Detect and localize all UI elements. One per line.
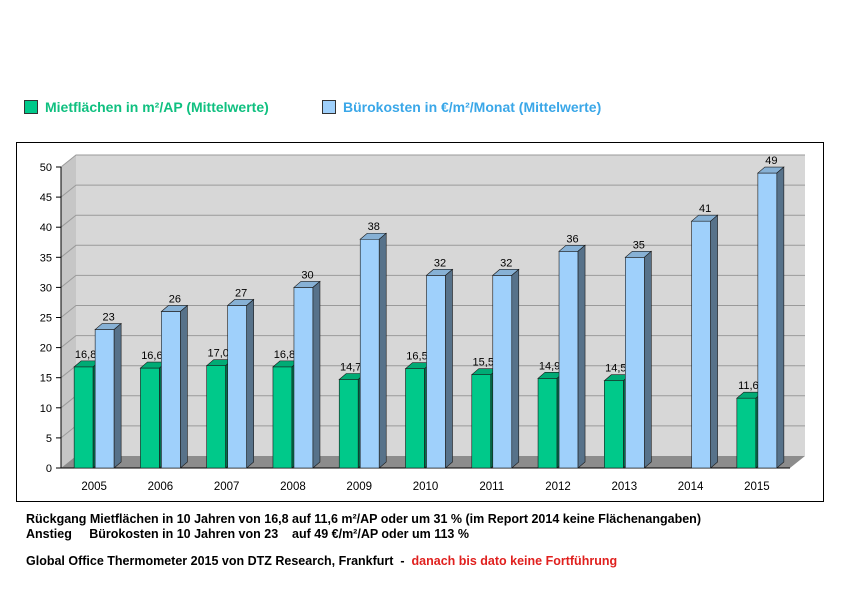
data-label-mietflaechen: 16,5: [406, 351, 427, 363]
data-label-mietflaechen: 15,5: [473, 357, 494, 369]
bar-mietflaechen: [405, 368, 425, 469]
source-note-red: danach bis dato keine Fortführung: [411, 554, 618, 568]
y-tick-label: 45: [40, 192, 52, 204]
bar-mietflaechen: [736, 397, 757, 469]
gridline: [60, 244, 805, 258]
x-tick-label: 2012: [545, 481, 571, 493]
note-decline: Rückgang Mietflächen in 10 Jahren von 16…: [26, 512, 701, 526]
bar-buerokosten-side: [710, 214, 718, 469]
x-tick-label: 2009: [346, 481, 372, 493]
bar-buerokosten: [625, 257, 645, 469]
data-label-buerokosten: 30: [301, 269, 313, 281]
data-label-mietflaechen: 16,8: [274, 349, 295, 361]
bar-buerokosten-side: [445, 268, 453, 469]
data-label-buerokosten: 27: [235, 287, 247, 299]
bar-mietflaechen: [471, 374, 492, 469]
bar-buerokosten-side: [644, 250, 652, 469]
x-tick-label: 2015: [744, 481, 770, 493]
y-tick-label: 5: [46, 433, 52, 445]
y-tick-label: 0: [46, 463, 52, 475]
x-tick-label: 2007: [214, 481, 240, 493]
bar-mietflaechen: [206, 365, 226, 469]
y-tick-label: 25: [40, 313, 52, 325]
x-tick-label: 2005: [81, 481, 107, 493]
legend-swatch-blue: [322, 100, 336, 114]
x-tick-label: 2011: [479, 481, 504, 493]
x-tick-label: 2010: [413, 481, 439, 493]
bar-mietflaechen: [604, 380, 624, 469]
y-tick-label: 20: [40, 343, 52, 355]
legend-item-buerokosten: Bürokosten in €/m²/Monat (Mittelwerte): [322, 99, 601, 115]
y-tick-label: 35: [40, 252, 52, 264]
x-tick-label: 2014: [678, 481, 704, 493]
legend-item-mietflaechen: Mietflächen in m²/AP (Mittelwerte): [24, 99, 269, 115]
data-label-buerokosten: 36: [566, 233, 578, 245]
data-label-mietflaechen: 16,6: [141, 350, 162, 362]
legend-swatch-green: [24, 100, 38, 114]
bar-buerokosten: [426, 275, 446, 469]
source-line: Global Office Thermometer 2015 von DTZ R…: [26, 554, 617, 568]
bar-buerokosten-side: [246, 298, 254, 469]
bar-buerokosten: [757, 172, 778, 469]
bar-buerokosten: [94, 329, 115, 469]
data-label-mietflaechen: 17,0: [207, 348, 228, 360]
x-tick-label: 2006: [148, 481, 174, 493]
data-label-buerokosten: 49: [765, 155, 777, 167]
bar-chart: 0 5 10 15 20 25 30 35 40 45 50 16,8 23 2005 16,6 26 2006…: [40, 154, 805, 493]
bar-buerokosten: [558, 250, 579, 469]
y-tick-label: 15: [40, 373, 52, 385]
gridline: [60, 214, 805, 228]
data-label-mietflaechen: 16,8: [75, 349, 96, 361]
y-tick-label: 40: [40, 222, 52, 234]
bar-mietflaechen: [537, 378, 558, 469]
chart-legend: Mietflächen in m²/AP (Mittelwerte) Bürok…: [24, 99, 824, 117]
bar-buerokosten-side: [776, 166, 785, 469]
gridline: [60, 154, 805, 168]
y-tick-label: 50: [40, 162, 52, 174]
gridline: [60, 184, 805, 198]
data-label-buerokosten: 32: [500, 257, 512, 269]
bar-buerokosten-side: [312, 280, 321, 469]
legend-label-buerokosten: Bürokosten in €/m²/Monat (Mittelwerte): [343, 99, 602, 115]
data-label-mietflaechen: 14,9: [539, 360, 560, 372]
source-text: Global Office Thermometer 2015 von DTZ R…: [26, 554, 412, 568]
bar-buerokosten: [691, 220, 711, 469]
data-label-buerokosten: 41: [699, 203, 711, 215]
bar-buerokosten-side: [378, 232, 387, 469]
bar-mietflaechen: [338, 379, 359, 469]
bar-buerokosten-side: [511, 268, 520, 469]
bar-mietflaechen: [140, 367, 160, 469]
bar-buerokosten: [492, 275, 513, 469]
y-tick-label: 10: [40, 403, 52, 415]
bar-mietflaechen: [73, 366, 94, 469]
data-label-buerokosten: 32: [434, 257, 446, 269]
data-label-buerokosten: 26: [169, 293, 181, 305]
data-label-buerokosten: 23: [103, 312, 115, 324]
bar-buerokosten: [227, 305, 247, 469]
chart-notes: Rückgang Mietflächen in 10 Jahren von 16…: [26, 512, 701, 542]
note-increase: Anstieg Bürokosten in 10 Jahren von 23 a…: [26, 527, 469, 541]
data-label-mietflaechen: 11,6: [738, 380, 759, 392]
x-tick-label: 2013: [612, 481, 638, 493]
bar-buerokosten: [359, 238, 380, 469]
data-label-buerokosten: 35: [633, 239, 645, 251]
bar-buerokosten: [161, 311, 181, 469]
bar-buerokosten: [293, 287, 314, 469]
y-tick-label: 30: [40, 282, 52, 294]
bar-buerokosten-side: [113, 322, 122, 469]
data-label-mietflaechen: 14,7: [340, 362, 361, 374]
bar-buerokosten-side: [180, 304, 188, 469]
data-label-mietflaechen: 14,5: [605, 363, 626, 375]
x-tick-label: 2008: [280, 481, 306, 493]
chart-frame: 0 5 10 15 20 25 30 35 40 45 50 16,8 23 2005 16,6 26 2006…: [16, 142, 824, 502]
bar-buerokosten-side: [577, 244, 586, 469]
bar-mietflaechen: [272, 366, 293, 469]
legend-label-mietflaechen: Mietflächen in m²/AP (Mittelwerte): [45, 99, 269, 115]
data-label-buerokosten: 38: [368, 221, 380, 233]
